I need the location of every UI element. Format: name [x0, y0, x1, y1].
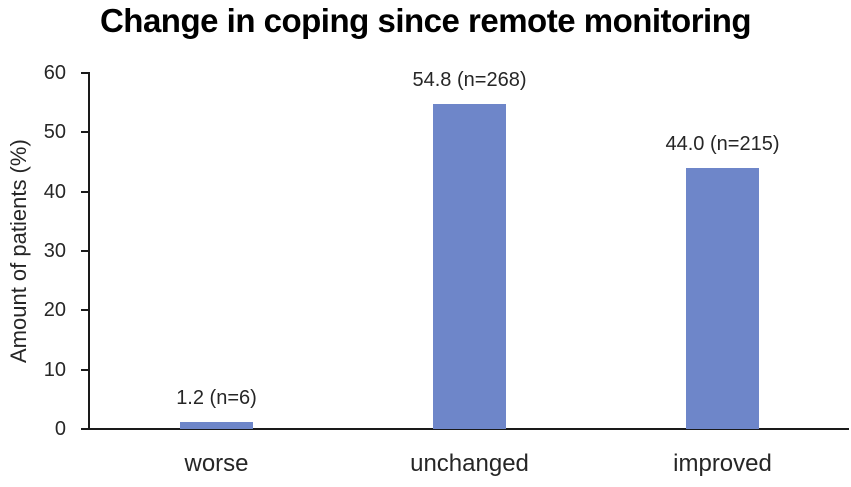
y-axis-tick [81, 309, 88, 312]
y-axis-tick-label: 60 [43, 62, 66, 84]
y-axis-tick-label: 40 [43, 180, 66, 203]
y-axis-tick [81, 72, 88, 74]
bar-value-label: 1.2 (n=6) [176, 387, 257, 409]
x-axis-label-worse: worse [184, 450, 249, 477]
y-axis-tick [81, 250, 88, 252]
y-axis-line [88, 72, 90, 430]
y-axis-tick-label: 10 [43, 358, 66, 381]
bar-improved [686, 168, 759, 429]
y-axis-tick [81, 190, 88, 193]
x-axis-label-improved: improved [673, 450, 772, 477]
y-axis-tick-label: 30 [43, 240, 66, 262]
y-axis-tick-label: 50 [43, 121, 66, 144]
y-axis-tick [81, 368, 88, 371]
chart-title: Change in coping since remote monitoring [99, 2, 752, 39]
bar-worse [180, 422, 253, 429]
y-axis-tick [81, 428, 88, 430]
y-axis-tick-label: 20 [43, 299, 66, 322]
y-axis-tick [81, 131, 88, 134]
bar-unchanged [433, 104, 506, 429]
x-axis-label-unchanged: unchanged [410, 450, 529, 477]
x-axis-line [88, 428, 849, 430]
bar-value-label: 54.8 (n=268) [412, 69, 527, 91]
bar-value-label: 44.0 (n=215) [665, 133, 780, 155]
y-axis-tick-label: 0 [54, 418, 66, 440]
